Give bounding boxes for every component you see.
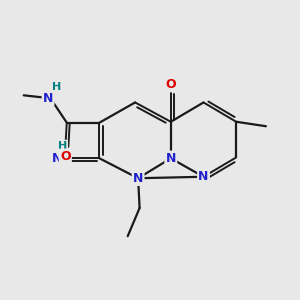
Text: N: N xyxy=(52,152,62,165)
Text: O: O xyxy=(60,150,70,163)
Text: H: H xyxy=(52,82,61,92)
Text: N: N xyxy=(198,170,209,183)
Text: N: N xyxy=(43,92,53,105)
Text: O: O xyxy=(166,78,176,91)
Text: N: N xyxy=(166,152,176,165)
Text: H: H xyxy=(58,141,67,151)
Text: N: N xyxy=(133,172,143,185)
